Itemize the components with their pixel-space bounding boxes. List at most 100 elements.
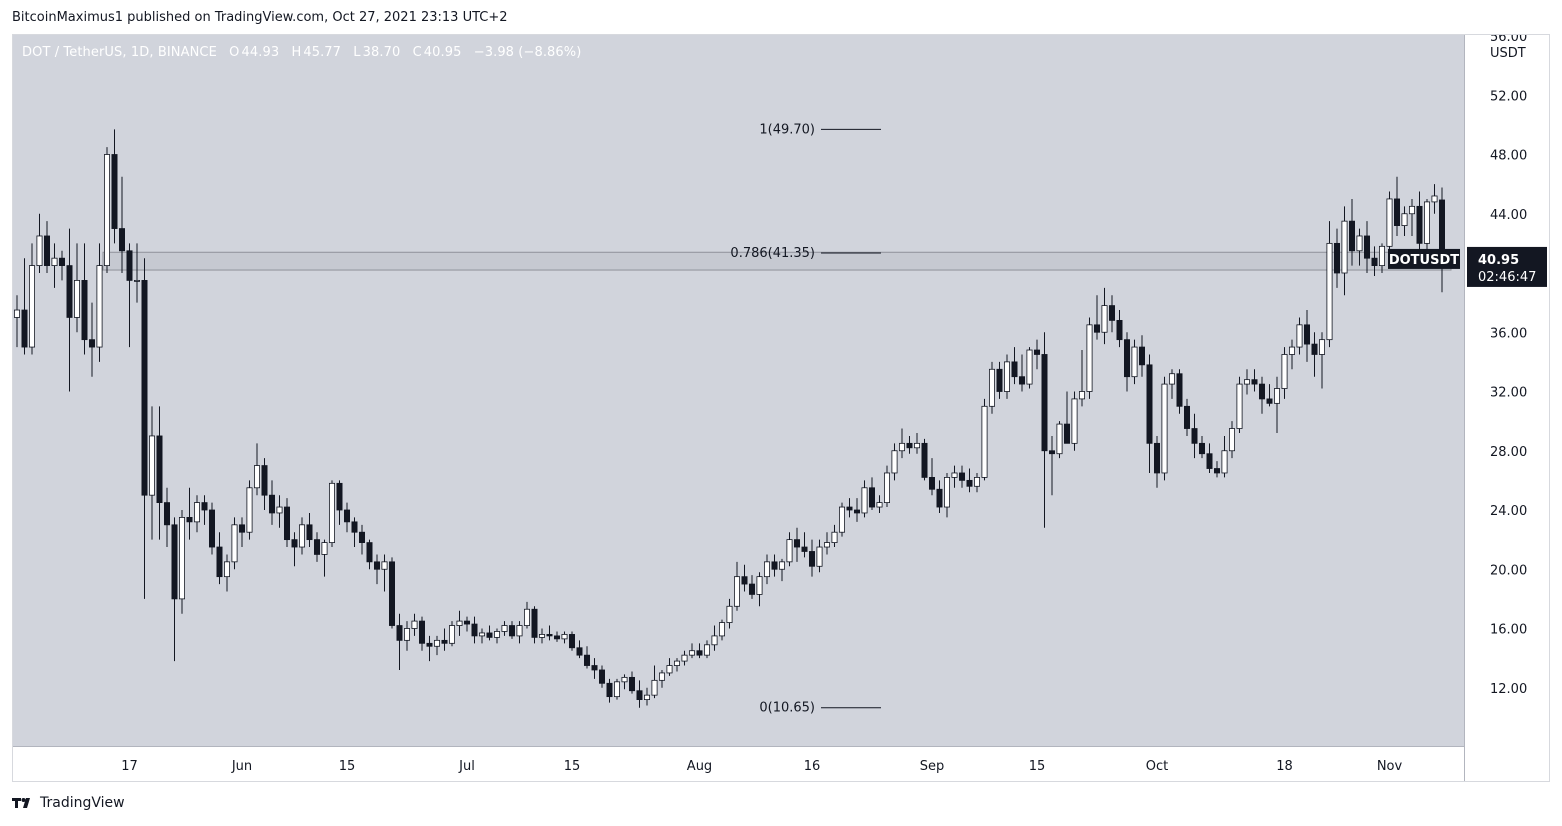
candle-up [1431,195,1438,203]
candle-down [584,654,591,666]
candle-down [66,265,73,318]
candle-up [134,280,141,282]
candle-down [749,583,756,595]
close-prefix: C [412,45,422,60]
candlestick-chart[interactable]: 1(49.70) 0.786(41.35) 0(10.65) 12.00 16.00 20… [13,35,1549,781]
candle-up [36,235,43,266]
candle-down [1259,383,1266,400]
y-tick-label: 48.00 [1490,149,1527,164]
candle-down [1304,324,1311,345]
candle-up [403,628,410,641]
candle-down [283,506,290,541]
candle-up [681,654,688,662]
x-tick-label: 15 [1029,759,1046,774]
chart-panel[interactable]: 1(49.70) 0.786(41.35) 0(10.65) 12.00 16.00 20… [12,34,1550,782]
candle-down [261,465,268,496]
candle-up [726,605,733,623]
x-tick-label: Aug [687,759,712,774]
candle-up [193,502,200,523]
candle-down [426,642,433,647]
candle-down [1266,398,1273,404]
candle-down [358,531,365,543]
price-tag-value: 40.95 [1478,253,1519,268]
y-tick-label: 24.00 [1490,504,1527,519]
candle-down [1094,324,1101,333]
candle-down [1176,373,1183,407]
price-tag [1467,246,1547,287]
candle-down [43,235,50,266]
candle-down [809,551,816,567]
candle-down [1206,453,1213,469]
candle-up [276,506,283,514]
candle-down [418,620,425,644]
candle-up [659,672,666,681]
candle-up [1289,346,1296,355]
candle-down [89,339,96,348]
ohlc-legend: DOT / TetherUS, 1D, BINANCE O 44.93 H 45.7… [22,45,589,60]
candle-down [569,634,576,649]
candle-down [554,635,561,640]
candle-up [1386,198,1393,247]
footer-brand: TradingView [40,795,125,811]
candle-down [741,576,748,585]
candle-down [186,517,193,523]
candle-down [696,650,703,656]
y-tick-label: 36.00 [1490,326,1527,341]
candle-down [373,561,380,570]
candle-down [959,472,966,481]
candle-up [1071,398,1078,444]
candle-up [974,477,981,487]
candle-up [456,620,463,626]
candle-down [1364,235,1371,259]
candle-down [171,524,178,600]
candle-down [1214,468,1221,474]
candle-down [1064,423,1071,444]
candle-up [704,644,711,656]
price-tag-countdown: 02:46:47 [1478,270,1536,285]
candle-up [411,620,418,629]
candle-down [508,625,515,637]
candle-up [328,482,335,543]
candle-down [1124,339,1131,378]
candle-down [1349,220,1356,252]
candle-up [1079,391,1086,400]
candle-down [936,488,943,508]
x-tick-label: Oct [1146,759,1168,774]
candle-up [1356,235,1363,252]
ticker-tag-label: DOTUSDT [1389,253,1459,268]
candle-up [689,650,696,656]
candle-down [313,539,320,555]
candle-up [381,561,388,570]
candle-down [463,620,470,625]
candle-down [1041,354,1048,452]
candle-up [711,635,718,646]
candle-up [719,622,726,637]
candle-down [1394,198,1401,227]
candle-down [471,623,478,637]
candle-up [1004,361,1011,392]
candle-down [396,625,403,641]
candle-down [156,435,163,503]
candle-up [1026,349,1033,385]
candle-down [1146,364,1153,444]
x-tick-label: 17 [121,759,138,774]
x-tick-label: 16 [804,759,821,774]
low-label: L 38.70 [353,45,400,60]
candle-up [951,472,958,478]
tradingview-logo-icon [12,797,34,809]
candle-up [96,265,103,348]
publish-header: BitcoinMaximus1 published on TradingView… [12,10,508,25]
candle-up [884,472,891,503]
candle-up [734,576,741,607]
candle-up [1401,213,1408,226]
candle-up [1236,383,1243,429]
x-tick-label: Jun [231,759,252,774]
candle-down [238,524,245,533]
candle-up [28,265,35,348]
candle-up [148,435,155,496]
candle-up [1244,379,1251,385]
candle-down [846,506,853,511]
x-tick-label: 15 [564,759,581,774]
candle-up [1296,324,1303,348]
candle-up [539,634,546,638]
